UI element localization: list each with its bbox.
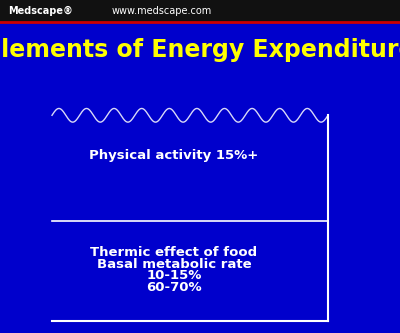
Text: 10-15%: 10-15% — [146, 269, 202, 282]
Text: Elements of Energy Expenditure: Elements of Energy Expenditure — [0, 38, 400, 62]
Text: Physical activity 15%+: Physical activity 15%+ — [89, 149, 259, 162]
Text: Basal metabolic rate: Basal metabolic rate — [97, 258, 251, 271]
Text: Medscape®: Medscape® — [8, 6, 73, 16]
Text: 60-70%: 60-70% — [146, 281, 202, 294]
Text: Thermic effect of food: Thermic effect of food — [90, 246, 258, 259]
Text: www.medscape.com: www.medscape.com — [112, 6, 212, 16]
